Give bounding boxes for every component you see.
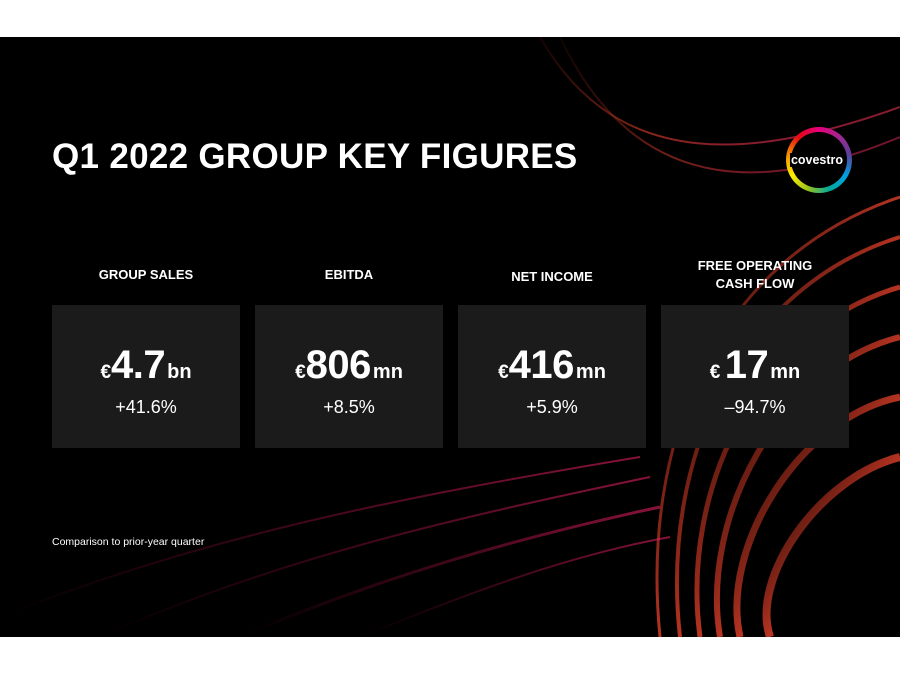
slide: Q1 2022 GROUP KEY FIGURES covestro GROUP…	[0, 37, 900, 637]
footnote: Comparison to prior-year quarter	[52, 536, 205, 548]
kpi-card: €806 mn +8.5%	[255, 305, 443, 448]
page-title: Q1 2022 GROUP KEY FIGURES	[52, 137, 578, 176]
logo-text: covestro	[789, 153, 845, 167]
kpi-card: €4.7 bn +41.6%	[52, 305, 240, 448]
kpi-label: NET INCOME	[511, 269, 593, 284]
kpi-change: +8.5%	[323, 397, 375, 417]
kpi-card: € 17 mn –94.7%	[661, 305, 849, 448]
kpi-value: €806 mn	[295, 343, 403, 387]
kpi-change: +41.6%	[115, 397, 177, 417]
kpi-change: +5.9%	[526, 397, 578, 417]
kpi-label: FREE OPERATING CASH FLOW	[697, 258, 813, 291]
kpi-value: € 17 mn	[709, 343, 801, 387]
kpi-label: GROUP SALES	[98, 267, 194, 282]
kpi-value: €4.7 bn	[100, 343, 192, 387]
kpi-change: –94.7%	[724, 397, 786, 417]
decorative-swoosh-lines	[0, 37, 900, 637]
covestro-logo: covestro	[786, 127, 852, 193]
kpi-card: €416 mn +5.9%	[458, 305, 646, 448]
kpi-value: €416 mn	[498, 343, 606, 387]
kpi-label: EBITDA	[324, 267, 374, 282]
